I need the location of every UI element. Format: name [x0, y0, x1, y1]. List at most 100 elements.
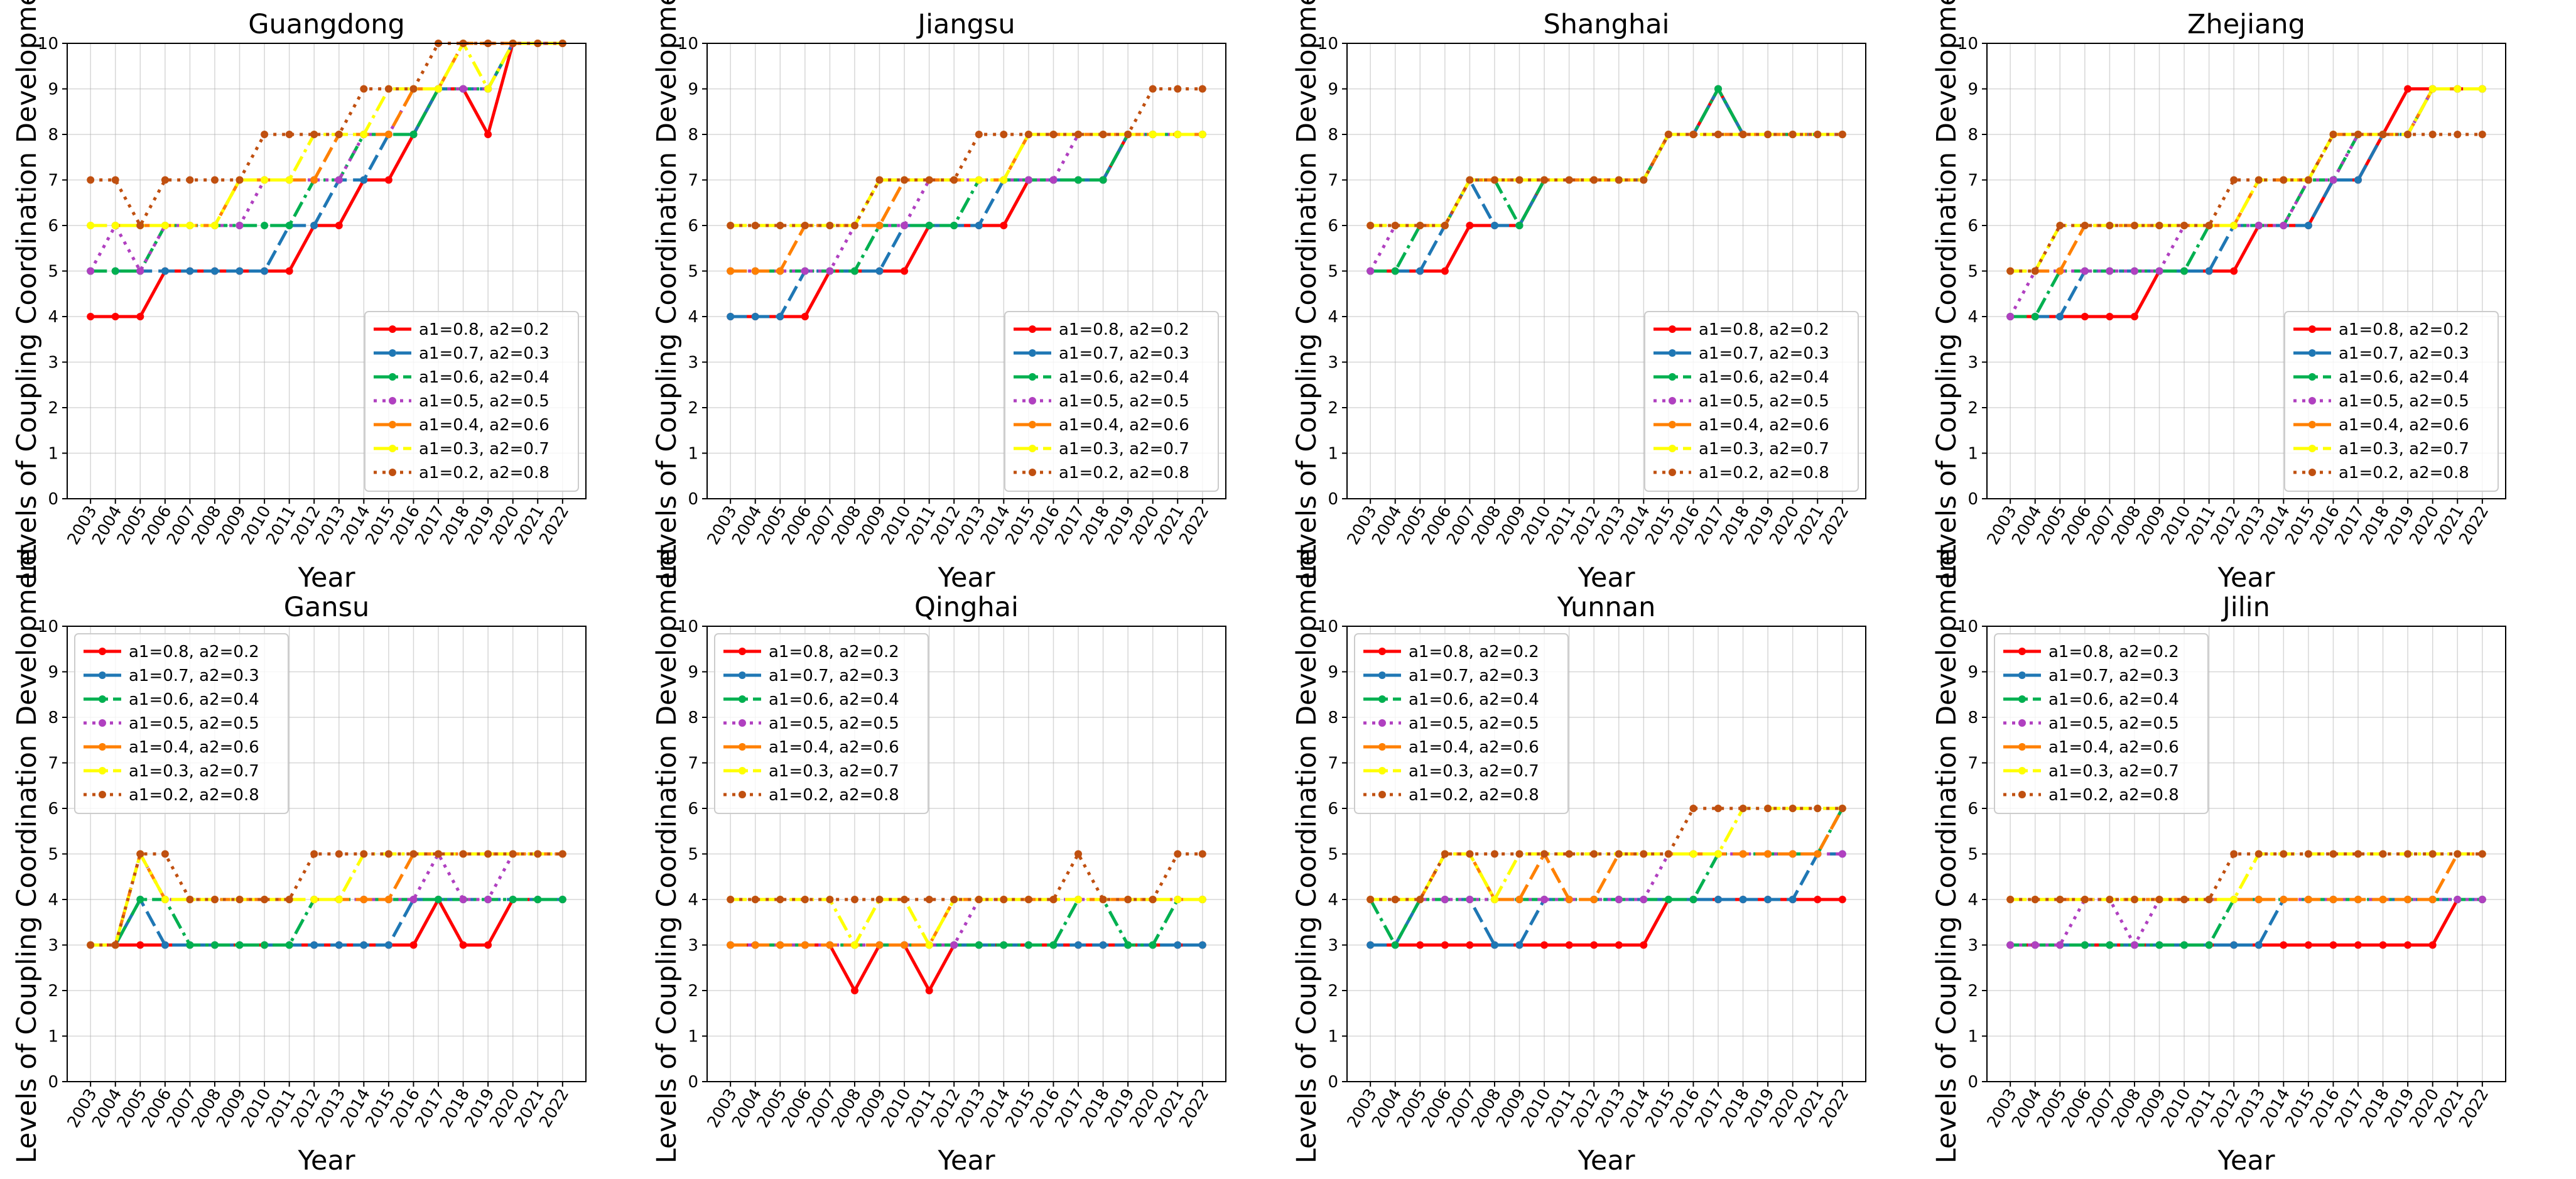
data-point — [1000, 176, 1008, 184]
data-point — [1664, 131, 1672, 138]
y-tick-label: 10 — [1318, 617, 1338, 636]
data-point — [2354, 131, 2362, 138]
data-point — [360, 896, 368, 903]
plot-frame — [67, 626, 587, 1082]
data-point — [2304, 896, 2312, 903]
legend-marker — [389, 421, 396, 428]
series-line — [1369, 807, 1844, 947]
y-tick-label: 10 — [678, 617, 698, 636]
data-point — [285, 222, 293, 229]
legend-marker — [99, 671, 106, 679]
data-point — [1000, 131, 1008, 138]
data-point — [2280, 850, 2288, 858]
panel-shanghai: Shanghai01234567891020032004200520062007… — [1291, 0, 1866, 594]
data-point — [186, 941, 194, 949]
data-point — [1416, 941, 1424, 949]
data-point — [1689, 131, 1697, 138]
data-point — [87, 176, 95, 184]
data-point — [1466, 176, 1474, 184]
legend-label: a1=0.8, a2=0.2 — [1059, 320, 1189, 339]
legend-marker — [1029, 373, 1036, 381]
data-point — [161, 176, 169, 184]
data-point — [2478, 896, 2486, 903]
data-point — [435, 85, 442, 93]
data-point — [2428, 850, 2437, 858]
data-point — [2056, 941, 2064, 949]
y-tick-label: 0 — [1328, 1073, 1338, 1092]
data-point — [2329, 176, 2337, 184]
legend-marker — [739, 719, 746, 727]
data-point — [558, 896, 566, 903]
data-point — [1838, 850, 1846, 858]
data-point — [901, 896, 909, 903]
data-point — [1441, 222, 1449, 229]
y-tick-label: 0 — [1967, 1073, 1978, 1092]
data-point — [2254, 941, 2263, 949]
y-tick-label: 4 — [1328, 308, 1338, 327]
data-point — [2106, 222, 2114, 229]
y-tick-label: 4 — [1967, 308, 1978, 327]
data-point — [261, 131, 269, 138]
data-point — [1789, 805, 1797, 812]
data-point — [87, 313, 95, 320]
y-tick-label: 1 — [688, 1028, 698, 1046]
data-point — [360, 941, 368, 949]
data-point — [459, 85, 467, 93]
data-point — [1640, 941, 1648, 949]
panel-title: Qinghai — [914, 592, 1019, 623]
data-point — [2056, 896, 2064, 903]
data-point — [1590, 850, 1598, 858]
y-tick-label: 2 — [48, 982, 58, 1001]
data-point — [435, 896, 442, 903]
data-point — [1124, 896, 1132, 903]
data-point — [1590, 896, 1598, 903]
data-point — [1838, 131, 1846, 138]
legend-marker — [739, 648, 746, 655]
data-point — [826, 941, 834, 949]
data-point — [1640, 896, 1648, 903]
legend-label: a1=0.6, a2=0.4 — [129, 690, 259, 709]
data-point — [261, 896, 269, 903]
y-tick-label: 1 — [1328, 1028, 1338, 1046]
legend-label: a1=0.6, a2=0.4 — [1059, 368, 1189, 387]
data-point — [2230, 850, 2238, 858]
data-point — [1099, 176, 1107, 184]
data-point — [727, 896, 735, 903]
y-tick-label: 10 — [1957, 617, 1978, 636]
data-point — [484, 85, 492, 93]
legend-marker — [99, 767, 106, 774]
series-line — [1370, 133, 1843, 227]
data-point — [2454, 131, 2462, 138]
plot-frame — [706, 626, 1226, 1082]
y-tick-label: 9 — [1967, 80, 1978, 99]
legend-marker — [1378, 743, 1386, 751]
data-point — [2056, 222, 2064, 229]
data-point — [751, 313, 759, 320]
y-tick-label: 5 — [1328, 845, 1338, 864]
legend-label: a1=0.2, a2=0.8 — [129, 786, 259, 805]
data-point — [1174, 941, 1182, 949]
data-point — [186, 896, 194, 903]
data-point — [484, 896, 492, 903]
series-line — [2010, 852, 2482, 901]
y-tick-label: 0 — [48, 1073, 58, 1092]
legend-marker — [389, 397, 396, 405]
data-point — [2379, 850, 2387, 858]
data-point — [2404, 85, 2412, 93]
data-point — [2230, 896, 2238, 903]
legend-frame — [1644, 311, 1859, 492]
data-point — [261, 176, 269, 184]
legend-marker — [2018, 767, 2026, 774]
data-point — [2404, 131, 2412, 138]
data-point — [1466, 222, 1474, 229]
panel-title: Jilin — [2221, 592, 2270, 623]
y-tick-label: 9 — [1328, 663, 1338, 682]
legend-label: a1=0.8, a2=0.2 — [2048, 643, 2179, 661]
y-tick-label: 3 — [688, 354, 698, 372]
data-point — [2454, 850, 2462, 858]
data-point — [2478, 131, 2486, 138]
y-tick-label: 5 — [688, 263, 698, 281]
y-tick-label: 4 — [688, 308, 698, 327]
series-line — [730, 898, 1203, 947]
series-line — [730, 898, 1203, 947]
